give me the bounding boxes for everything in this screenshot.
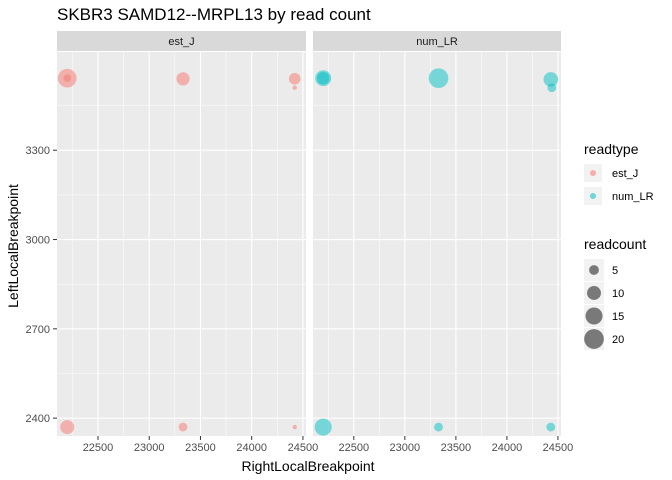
legend-size-circle: [585, 307, 603, 325]
legend: readtype est_J num_LR readcount 5 10 15 20: [584, 141, 654, 350]
x-tick-label: 23000: [134, 442, 165, 454]
y-tick-label: 2400: [26, 413, 50, 425]
chart-title: SKBR3 SAMD12--MRPL13 by read count: [57, 5, 371, 24]
data-point: [547, 83, 557, 93]
data-point: [292, 85, 297, 90]
x-tick-label: 23500: [441, 442, 472, 454]
legend-size-circle: [584, 329, 604, 349]
legend-swatch: [590, 193, 596, 199]
x-tick-label: 24500: [543, 442, 574, 454]
legend-label: num_LR: [612, 191, 654, 203]
x-tick-label: 24000: [492, 442, 523, 454]
data-point: [288, 72, 301, 85]
legend-label: 5: [612, 265, 618, 277]
y-axis: 2400 2700 3000 3300: [26, 145, 57, 425]
y-tick-label: 3000: [26, 235, 50, 247]
data-point: [63, 74, 72, 83]
x-tick-label: 23500: [185, 442, 216, 454]
x-tick-label: 23000: [390, 442, 421, 454]
data-point: [60, 420, 75, 435]
legend-label: 10: [612, 288, 624, 300]
x-tick-label: 22500: [83, 442, 114, 454]
legend-label: est_J: [612, 168, 638, 180]
x-tick-label: 24000: [236, 442, 267, 454]
facet-strip: [313, 31, 561, 51]
facet-strip-label: est_J: [168, 36, 194, 48]
legend-size-circle: [589, 265, 599, 275]
data-point: [546, 422, 556, 432]
x-tick-label: 22500: [339, 442, 370, 454]
legend-title-readcount: readcount: [584, 236, 646, 252]
data-point: [178, 422, 188, 432]
y-axis-title: LeftLocalBreakpoint: [5, 184, 21, 308]
legend-label: 20: [612, 334, 624, 346]
y-tick-label: 3300: [26, 145, 50, 157]
data-point: [428, 68, 449, 89]
facet-strip: [57, 31, 306, 51]
data-point: [434, 422, 443, 432]
data-point: [316, 71, 330, 85]
y-tick-label: 2700: [26, 324, 50, 336]
x-axis: 22500 23000 23500 24000 24500 22500 23000 23500…: [83, 436, 574, 454]
facet-strip-label: num_LR: [416, 36, 458, 48]
data-point: [176, 72, 190, 86]
x-tick-label: 24500: [288, 442, 319, 454]
panel-background: [57, 52, 306, 436]
legend-title-readtype: readtype: [584, 141, 639, 157]
x-axis-title: RightLocalBreakpoint: [241, 458, 374, 474]
legend-label: 15: [612, 311, 624, 323]
legend-swatch: [590, 170, 596, 176]
data-point: [314, 418, 332, 436]
facet-panels: est_J num_LR: [57, 31, 561, 436]
data-point: [543, 72, 559, 87]
panel-background: [313, 52, 561, 436]
legend-size-circle: [587, 286, 601, 300]
data-point: [292, 424, 297, 430]
